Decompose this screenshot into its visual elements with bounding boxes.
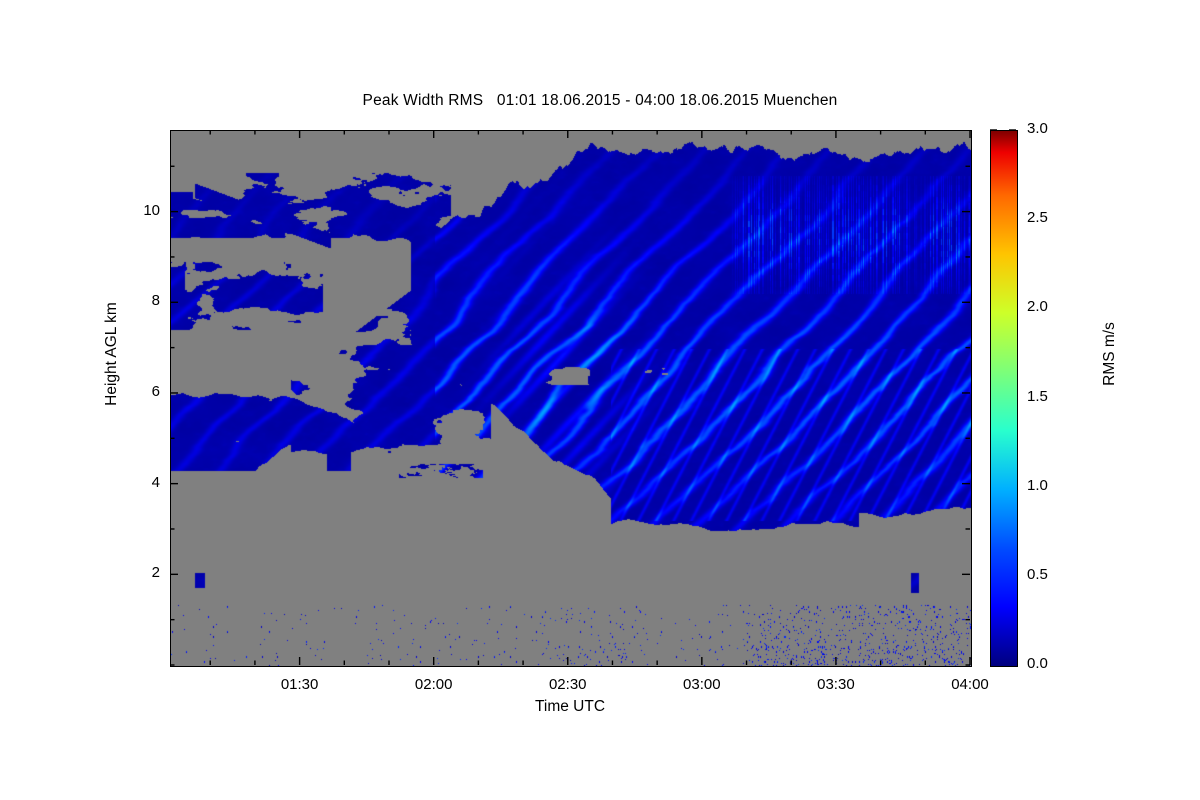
- colorbar-tick-label: 0.0: [1027, 655, 1048, 672]
- y-tick-label: 8: [151, 292, 160, 310]
- colorbar-tick-label: 1.5: [1027, 387, 1048, 405]
- x-tick-label: 02:30: [548, 676, 587, 693]
- y-tick-label: 2: [151, 564, 160, 582]
- colorbar-tick-label: 2.5: [1027, 209, 1048, 227]
- colorbar-tick-label: 0.5: [1027, 565, 1048, 583]
- y-tick-label: 6: [151, 382, 160, 400]
- x-tick-label: 01:30: [280, 676, 319, 693]
- x-tick-label: 02:00: [414, 676, 453, 693]
- colorbar-tick-label: 2.0: [1027, 298, 1048, 316]
- colorbar-label: RMS m/s: [1101, 322, 1118, 386]
- x-tick-label: 04:00: [951, 676, 989, 693]
- x-tick-label: 03:00: [683, 676, 721, 693]
- x-tick-label: 03:30: [817, 676, 855, 693]
- heatmap-canvas[interactable]: [171, 131, 971, 666]
- x-axis-label: Time UTC: [534, 698, 606, 715]
- colorbar-tick-label: 3.0: [1027, 120, 1048, 137]
- y-tick-label: 10: [143, 201, 160, 219]
- colorbar-tick-label: 1.0: [1027, 476, 1048, 494]
- y-axis-label: Height AGL km: [103, 302, 120, 406]
- chart-title: Peak Width RMS 01:01 18.06.2015 - 04:00 …: [362, 92, 838, 109]
- y-tick-label: 4: [151, 473, 160, 491]
- plot-area[interactable]: [170, 130, 972, 667]
- colorbar[interactable]: [990, 130, 1018, 667]
